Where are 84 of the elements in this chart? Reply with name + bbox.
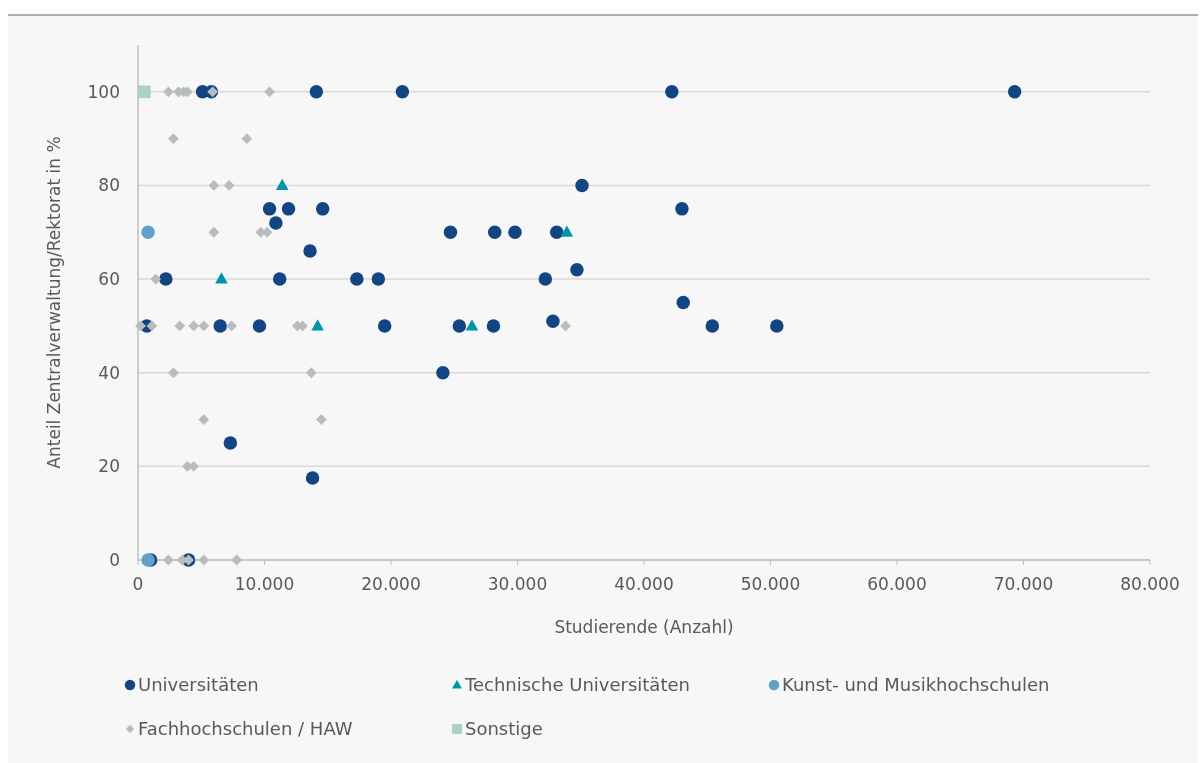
point <box>252 319 267 333</box>
point <box>465 319 479 331</box>
x-tick-label: 60.000 <box>867 574 927 594</box>
point <box>150 273 162 285</box>
point <box>443 225 458 240</box>
point <box>549 225 564 240</box>
legend-label: Kunst- und Musikhochschulen <box>782 674 1050 695</box>
point <box>316 414 327 425</box>
point <box>264 86 275 98</box>
point <box>168 367 179 379</box>
point <box>770 319 784 333</box>
point <box>452 319 467 333</box>
point <box>309 85 324 99</box>
point <box>570 262 584 277</box>
point <box>174 320 186 332</box>
legend-label: Technische Universitäten <box>464 674 690 695</box>
point <box>705 319 720 333</box>
y-tick-label: 40 <box>98 362 120 383</box>
point <box>275 178 289 190</box>
point <box>213 319 227 333</box>
x-tick-label: 20.000 <box>361 574 421 594</box>
point <box>272 272 287 286</box>
y-tick-label: 60 <box>98 269 120 290</box>
point <box>146 320 158 332</box>
x-tick-label: 0 <box>132 574 144 594</box>
point <box>162 554 174 566</box>
point <box>395 85 410 99</box>
y-tick-label: 0 <box>109 550 120 570</box>
point <box>208 226 220 238</box>
point <box>1007 85 1022 99</box>
point <box>575 178 589 193</box>
point <box>487 225 502 240</box>
point <box>675 202 689 216</box>
y-tick-label: 20 <box>98 456 120 477</box>
x-axis-title: Studierende (Anzahl) <box>554 617 734 637</box>
point <box>303 244 317 258</box>
point <box>560 225 574 237</box>
point <box>198 320 210 332</box>
point <box>350 272 364 286</box>
x-tick-label: 40.000 <box>614 574 674 594</box>
point <box>223 436 238 450</box>
point <box>315 202 330 216</box>
point <box>215 272 228 284</box>
point <box>141 225 155 240</box>
point <box>665 85 679 99</box>
point <box>486 319 501 333</box>
point <box>135 320 146 332</box>
y-tick-label: 100 <box>87 81 120 102</box>
point <box>223 180 235 191</box>
point <box>560 320 571 332</box>
x-tick-label: 30.000 <box>487 574 548 594</box>
point <box>262 202 277 216</box>
legend-label: Sonstige <box>465 718 543 739</box>
point <box>311 319 324 331</box>
point <box>198 554 210 566</box>
point <box>188 320 200 332</box>
point <box>371 272 386 286</box>
x-tick-label: 10.000 <box>234 574 295 594</box>
point <box>198 414 210 425</box>
point <box>162 86 174 98</box>
point <box>377 319 392 333</box>
point <box>168 133 179 145</box>
legend-label: Universitäten <box>138 674 259 695</box>
point <box>281 202 296 216</box>
legend-label: Fachhochschulen / HAW <box>138 718 353 739</box>
point <box>231 554 243 566</box>
point <box>226 320 238 332</box>
point <box>676 295 690 310</box>
point <box>208 180 220 191</box>
point <box>138 85 151 99</box>
point <box>305 471 320 485</box>
x-tick-label: 80.000 <box>1120 574 1180 594</box>
point <box>436 365 450 380</box>
y-axis-title: Anteil Zentralverwaltung/Rektorat in % <box>44 136 64 469</box>
x-tick-label: 50.000 <box>740 574 801 594</box>
point <box>538 272 553 286</box>
point <box>508 225 522 240</box>
x-tick-label: 70.000 <box>993 574 1054 594</box>
point <box>269 216 283 230</box>
point <box>305 367 317 379</box>
point <box>159 272 173 286</box>
y-tick-label: 80 <box>98 175 120 196</box>
point <box>546 314 560 328</box>
point <box>241 133 253 145</box>
